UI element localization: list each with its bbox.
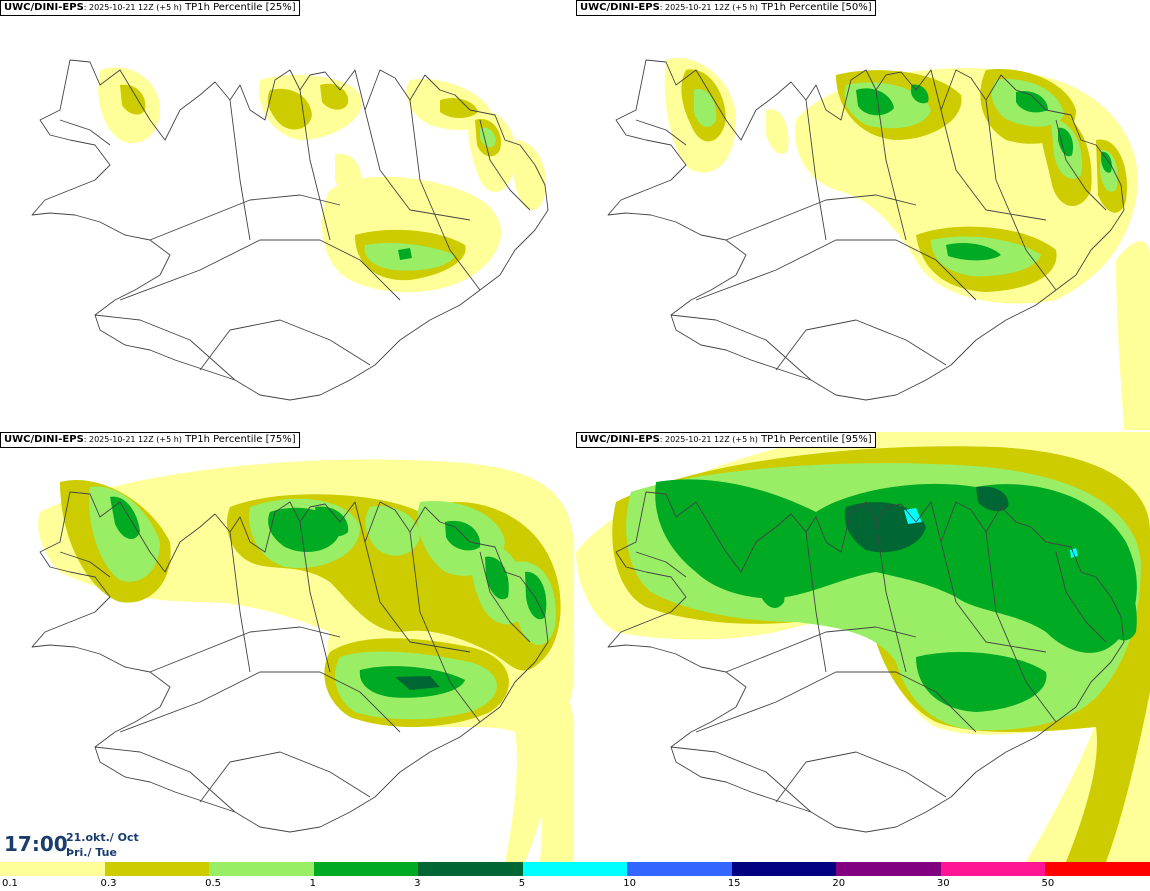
precip-c5	[395, 676, 440, 690]
legend-swatch	[627, 862, 733, 876]
precip-map-75	[31, 459, 574, 862]
legend-tick-label: 5	[518, 878, 526, 889]
legend-swatch	[0, 862, 106, 876]
precip-c4	[946, 243, 1001, 261]
run-time: : 2025-10-21 12Z (+5 h)	[83, 3, 182, 12]
map-panel-25: UWC/DINI-EPS: 2025-10-21 12Z (+5 h) TP1h…	[0, 0, 574, 430]
map-panel-95: UWC/DINI-EPS: 2025-10-21 12Z (+5 h) TP1h…	[576, 432, 1150, 862]
precip-c4	[398, 248, 412, 260]
precip-c1	[766, 109, 789, 155]
legend-tick-label: 15	[727, 878, 741, 889]
panel-divider-horizontal	[0, 430, 1150, 432]
legend-tick-label: 0.1	[2, 878, 18, 889]
precip-c2	[320, 83, 349, 110]
precip-areas	[576, 432, 1150, 862]
map-panel-50: UWC/DINI-EPS: 2025-10-21 12Z (+5 h) TP1h…	[576, 0, 1150, 430]
valid-time: 17:00	[4, 832, 68, 856]
model-source: UWC/DINI-EPS	[4, 2, 84, 13]
precip-c4	[655, 479, 1137, 653]
legend-swatch	[836, 862, 942, 876]
legend-swatch	[940, 862, 1047, 876]
precip-c2	[440, 98, 478, 118]
valid-date-line2: Þri./ Tue	[66, 846, 117, 859]
percentile-label: [25%]	[265, 2, 296, 13]
legend-tick-label: 1	[309, 878, 316, 889]
precip-map-25	[31, 59, 549, 401]
model-source: UWC/DINI-EPS	[4, 434, 84, 445]
precip-c4	[1101, 151, 1112, 173]
precip-c4	[315, 506, 349, 537]
precip-legend: 0.1 0.3 0.5 1 3 5 10 15 20 30 50	[0, 862, 1150, 891]
run-time: : 2025-10-21 12Z (+5 h)	[659, 3, 758, 12]
model-source: UWC/DINI-EPS	[580, 2, 660, 13]
precip-c4	[916, 652, 1047, 712]
precip-c4	[1058, 127, 1074, 157]
precip-areas	[664, 58, 1150, 430]
legend-tick-label: 3	[414, 878, 421, 889]
precip-c4	[856, 88, 894, 116]
precip-c1	[535, 688, 574, 862]
precip-c5	[976, 486, 1009, 512]
panel-title: UWC/DINI-EPS: 2025-10-21 12Z (+5 h) TP1h…	[576, 432, 876, 448]
run-time: : 2025-10-21 12Z (+5 h)	[659, 435, 758, 444]
valid-date-line1: 21.okt./ Oct	[66, 831, 139, 844]
legend-tick-label: 30	[936, 878, 950, 889]
legend-tick-label: 10	[623, 878, 636, 889]
legend-tick-label: 20	[832, 878, 846, 889]
model-source: UWC/DINI-EPS	[580, 434, 660, 445]
legend-swatch	[418, 862, 524, 876]
precip-c3	[694, 89, 717, 127]
percentile-label: [95%]	[841, 434, 872, 445]
precip-c1	[335, 154, 361, 192]
field-name: TP1h Percentile	[761, 434, 839, 445]
legend-tick-label: 0.5	[205, 878, 221, 889]
field-name: TP1h Percentile	[185, 2, 263, 13]
precip-c4	[445, 520, 481, 551]
percentile-label: [75%]	[265, 434, 296, 445]
precip-c4	[525, 571, 547, 620]
percentile-label: [50%]	[841, 2, 872, 13]
legend-tick-label: 0.3	[100, 878, 117, 889]
precip-c4	[1096, 561, 1137, 641]
valid-time-box: 17:00 21.okt./ Oct Þri./ Tue	[0, 826, 146, 862]
precip-areas	[38, 459, 574, 862]
run-time: : 2025-10-21 12Z (+5 h)	[83, 435, 182, 444]
legend-swatch	[313, 862, 420, 876]
precip-c1	[1116, 241, 1150, 430]
precip-c2	[120, 84, 146, 115]
precip-c1	[512, 140, 546, 210]
legend-swatch	[1045, 862, 1150, 876]
valid-date: 21.okt./ Oct Þri./ Tue	[66, 830, 139, 860]
panel-title: UWC/DINI-EPS: 2025-10-21 12Z (+5 h) TP1h…	[576, 0, 876, 16]
precip-c3	[480, 127, 496, 148]
legend-swatch	[104, 862, 211, 876]
precip-map-95	[576, 432, 1150, 862]
precip-map-50	[607, 58, 1150, 430]
legend-swatch	[522, 862, 629, 876]
legend-swatch	[731, 862, 838, 876]
legend-swatch	[209, 862, 315, 876]
field-name: TP1h Percentile	[185, 434, 263, 445]
map-panel-75: UWC/DINI-EPS: 2025-10-21 12Z (+5 h) TP1h…	[0, 432, 574, 862]
precip-areas	[98, 67, 546, 293]
panel-title: UWC/DINI-EPS: 2025-10-21 12Z (+5 h) TP1h…	[0, 0, 300, 16]
precip-c3	[365, 506, 420, 556]
precip-c4	[110, 496, 140, 539]
panel-title: UWC/DINI-EPS: 2025-10-21 12Z (+5 h) TP1h…	[0, 432, 300, 448]
legend-tick-label: 50	[1041, 878, 1055, 889]
precip-c4	[1016, 91, 1048, 113]
field-name: TP1h Percentile	[761, 2, 839, 13]
precip-c4	[756, 561, 785, 609]
